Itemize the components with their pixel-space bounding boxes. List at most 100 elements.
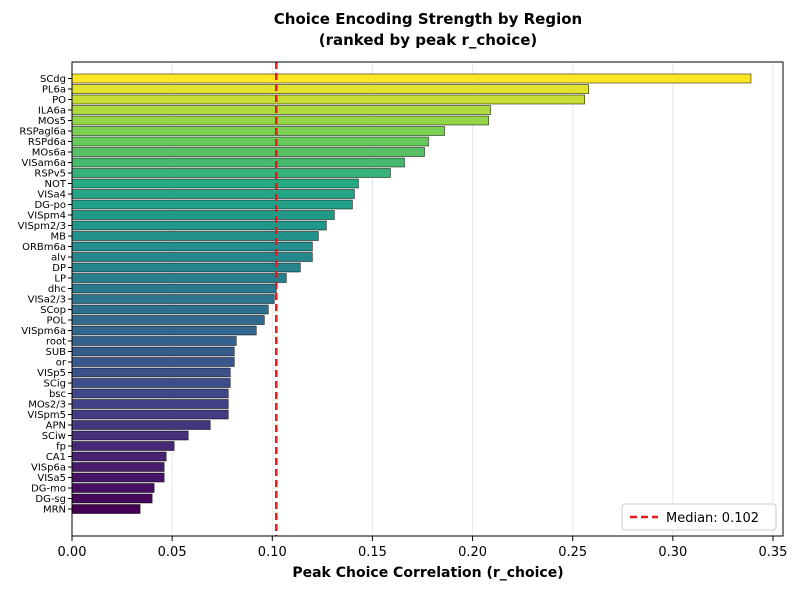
x-tick-label: 0.10 [258,545,287,560]
bar [71,409,229,420]
y-tick-label: bsc [49,389,66,400]
y-tick-label: SCop [40,305,66,316]
y-tick-label: DG-po [34,200,66,211]
legend: Median: 0.102 [621,503,777,531]
y-tick-label: VISpm5 [27,410,66,421]
y-tick-label: DG-mo [31,484,66,495]
bar [71,304,269,315]
y-tick-label: dhc [48,284,66,295]
bar [71,105,491,115]
x-tick-label: 0.00 [58,545,87,560]
y-tick-label: MOs6a [32,148,66,159]
y-tick-label: VISa5 [37,473,66,484]
y-tick-label: VISa2/3 [28,295,66,306]
y-tick-label: VISp6a [31,463,66,474]
y-tick-label: VISpm2/3 [18,221,66,232]
bar [71,126,445,136]
legend-box [621,503,777,531]
bar [71,462,165,472]
bar [71,357,235,367]
y-tick-label: PO [52,95,66,106]
y-tick-label: VISam6a [22,158,67,169]
bar [71,388,229,399]
y-tick-label: alv [51,253,66,264]
y-tick-label: ILA6a [38,106,66,117]
y-tick-label: VISp5 [37,368,66,379]
y-tick-label: fp [56,442,66,453]
bar [71,420,211,430]
y-tick-label: MOs5 [38,116,66,127]
bar [71,178,359,189]
y-tick-label: SCdg [40,74,66,85]
bar [71,399,229,409]
y-tick-label: SCig [44,379,66,390]
y-tick-label: MOs2/3 [28,400,66,411]
bar [71,451,167,462]
y-tick-label: VISpm6a [21,326,66,337]
y-tick-label: or [56,358,67,369]
bar [71,73,752,84]
y-tick-label: LP [54,274,66,285]
bar [71,346,235,357]
y-tick-label: RSPagl6a [19,127,66,138]
bar [71,147,425,157]
bar [71,94,585,105]
y-tick-label: POL [47,316,67,327]
y-tick-label: RSPd6a [28,137,66,148]
x-tick-label: 0.25 [558,545,587,560]
bar [71,378,231,388]
y-tick-label: root [46,337,66,348]
bar [71,430,189,441]
y-tick-label: ORBm6a [22,242,66,253]
x-axis-label: Peak Choice Correlation (r_choice) [292,565,563,581]
bar [71,367,231,378]
bar [71,472,165,483]
bar [71,493,153,504]
bar [71,220,327,231]
plot-frame [71,61,784,537]
y-tick-label: PL6a [42,85,66,96]
bar [71,262,301,273]
bar [71,325,257,336]
bar [71,84,589,94]
y-tick-label: NOT [45,179,67,190]
bar [71,231,319,241]
bar [71,273,287,283]
y-tick-label: VISa4 [37,190,66,201]
bar [71,283,277,294]
x-ticks: 0.00 0.05 0.10 0.15 0.20 0.25 0.30 0.35 [58,536,788,560]
bar [71,315,265,325]
bar [71,189,355,199]
y-tick-label: APN [46,421,66,432]
y-tick-label: MRN [43,505,66,516]
x-tick-label: 0.35 [759,545,788,560]
chart-subtitle: (ranked by peak r_choice) [319,31,538,49]
bar [71,483,155,493]
bar [71,136,429,147]
bar [71,115,489,126]
y-tick-labels: SCdgPL6aPOILA6aMOs5RSPagl6aRSPd6aMOs6aVI… [18,74,72,516]
y-tick-label: MB [51,232,67,243]
x-tick-label: 0.30 [658,545,687,560]
bar [71,199,353,210]
y-tick-label: DP [52,263,66,274]
chart-title: Choice Encoding Strength by Region [274,10,582,28]
bar [71,168,391,178]
y-tick-label: VISpm4 [27,211,66,222]
legend-median-label: Median: 0.102 [666,511,759,526]
bar [71,294,275,304]
y-tick-label: SCiw [42,431,66,442]
bar [71,441,175,451]
bar [71,210,335,220]
x-tick-label: 0.05 [158,545,187,560]
y-tick-label: CA1 [46,452,66,463]
bar [71,157,405,168]
y-tick-label: SUB [45,347,66,358]
x-tick-label: 0.20 [458,545,487,560]
y-tick-label: RSPv5 [34,169,66,180]
y-tick-label: DG-sg [35,494,66,505]
bar [71,504,141,514]
x-tick-label: 0.15 [358,545,387,560]
bars-group [71,73,752,514]
